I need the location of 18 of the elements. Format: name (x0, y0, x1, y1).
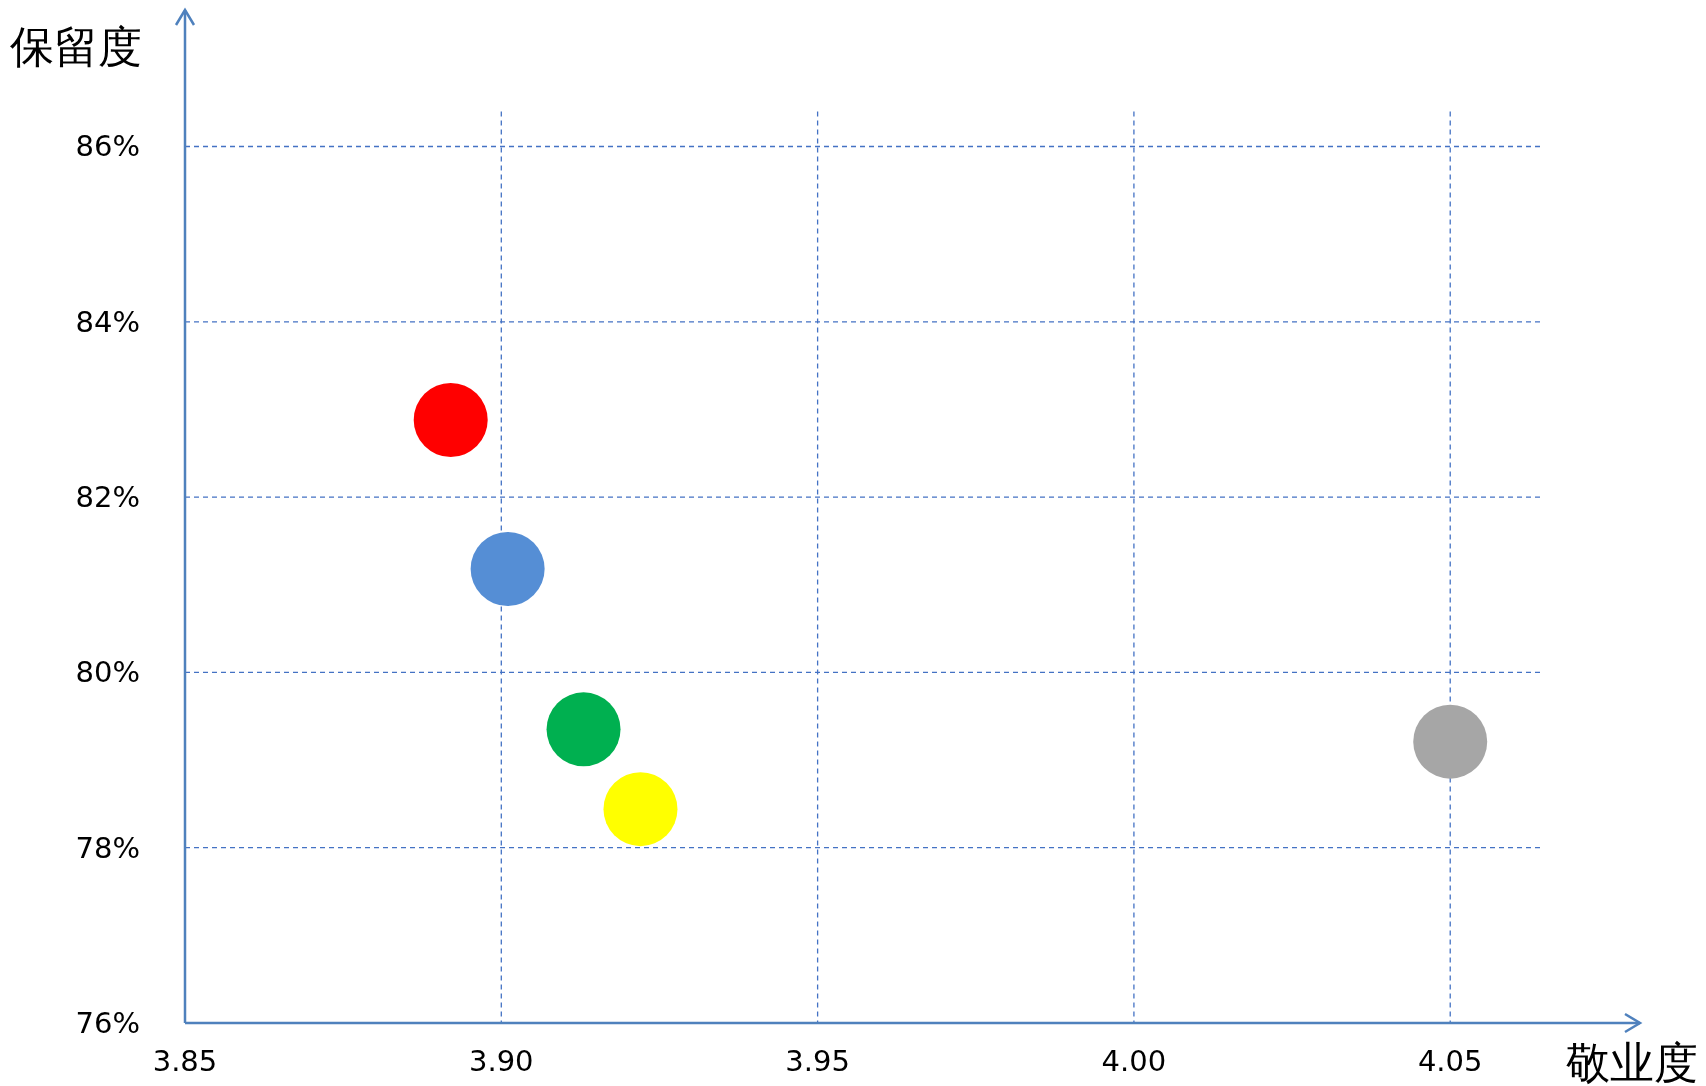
point (413, 382, 488, 457)
x-tick-label: 4.05 (1417, 1044, 1483, 1078)
y-tick-label: 78% (75, 830, 140, 865)
point (603, 772, 678, 847)
y-tick-label: 82% (75, 480, 140, 515)
y-axis-title: 保留度 (10, 21, 142, 72)
y-tick-label: 76% (75, 1006, 140, 1040)
x-tick-label: 3.90 (469, 1044, 534, 1078)
point (546, 692, 621, 767)
y-tick-label: 80% (75, 655, 140, 690)
x-tick-label: 3.85 (152, 1044, 218, 1078)
y-tick-label: 86% (75, 129, 140, 164)
point (470, 531, 545, 606)
x-tick-label: 3.95 (785, 1044, 850, 1078)
y-tick-label: 84% (75, 304, 140, 339)
x-axis-title: 敬业度 (1566, 1037, 1698, 1086)
x-tick-label: 4.00 (1101, 1044, 1167, 1078)
point (1413, 704, 1488, 779)
